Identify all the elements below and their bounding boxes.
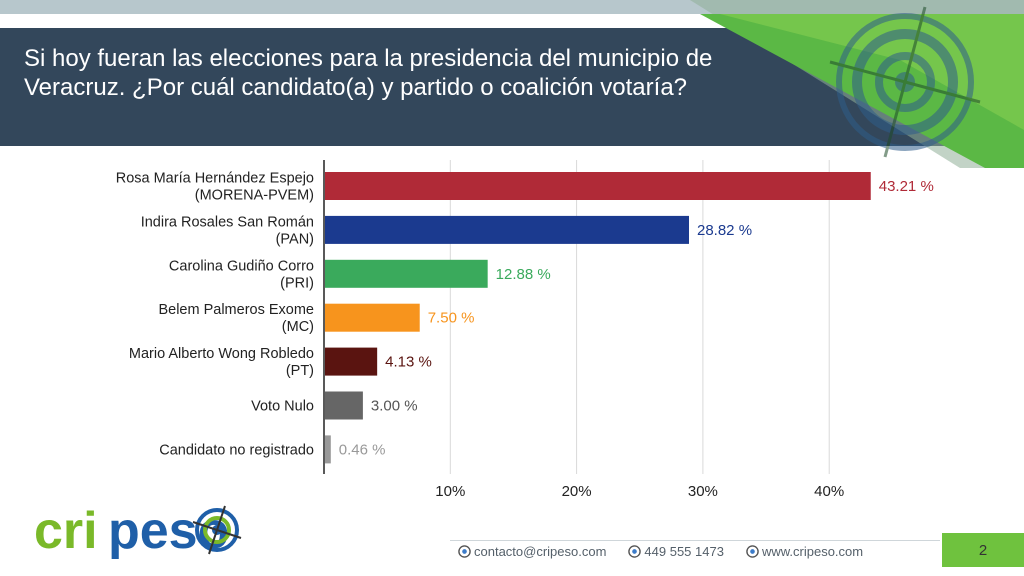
contact-website-text: www.cripeso.com xyxy=(761,543,864,559)
footer-contacts: contacto@cripeso.com 449 555 1473 www.cr… xyxy=(458,541,863,561)
x-tick-label: 10% xyxy=(435,483,465,500)
category-label: Carolina Gudiño Corro xyxy=(169,258,314,274)
corner-decoration xyxy=(690,0,1024,168)
contact-phone-text: 449 555 1473 xyxy=(644,543,724,559)
category-label: Indira Rosales San Román xyxy=(141,214,314,230)
bar xyxy=(325,303,420,332)
globe-icon xyxy=(746,544,759,558)
bar xyxy=(325,259,488,288)
footer-divider xyxy=(450,540,940,541)
data-label: 0.46 % xyxy=(339,441,386,458)
page-number: 2 xyxy=(942,533,1024,567)
data-label: 28.82 % xyxy=(697,222,752,239)
category-label: (MC) xyxy=(282,319,314,335)
data-label: 3.00 % xyxy=(371,398,418,415)
x-tick-label: 20% xyxy=(562,483,592,500)
data-label: 12.88 % xyxy=(496,266,551,283)
bar xyxy=(325,347,378,376)
category-label: Mario Alberto Wong Robledo xyxy=(129,346,314,362)
category-label: Candidato no registrado xyxy=(159,442,314,458)
phone-icon xyxy=(628,544,642,558)
bar xyxy=(325,215,689,244)
bar xyxy=(325,391,363,420)
data-label: 43.21 % xyxy=(879,178,934,195)
svg-text:cri: cri xyxy=(34,502,98,560)
category-label: Voto Nulo xyxy=(251,399,314,415)
data-label: 7.50 % xyxy=(428,310,475,327)
bar xyxy=(325,435,331,464)
bar xyxy=(325,172,871,200)
category-label: (MORENA-PVEM) xyxy=(195,188,314,204)
x-tick-label: 30% xyxy=(688,483,718,500)
page-title: Si hoy fueran las elecciones para la pre… xyxy=(24,45,713,101)
contact-email-text: contacto@cripeso.com xyxy=(474,543,607,559)
contact-website[interactable]: www.cripeso.com xyxy=(746,541,863,561)
category-label: (PRI) xyxy=(280,275,314,291)
bar-chart: 10% 20% 30% 40% 43.21 % Rosa María Hernández … xyxy=(116,160,934,500)
category-label: (PAN) xyxy=(276,231,314,247)
category-label: Belem Palmeros Exome xyxy=(158,302,314,318)
data-label: 4.13 % xyxy=(385,354,432,371)
contact-phone[interactable]: 449 555 1473 xyxy=(628,541,724,561)
email-icon xyxy=(458,544,471,558)
x-tick-label: 40% xyxy=(814,483,844,500)
cripeso-logo: cri peso xyxy=(34,502,242,560)
category-label: Rosa María Hernández Espejo xyxy=(116,171,314,187)
contact-email[interactable]: contacto@cripeso.com xyxy=(458,541,606,561)
category-label: (PT) xyxy=(286,363,314,379)
